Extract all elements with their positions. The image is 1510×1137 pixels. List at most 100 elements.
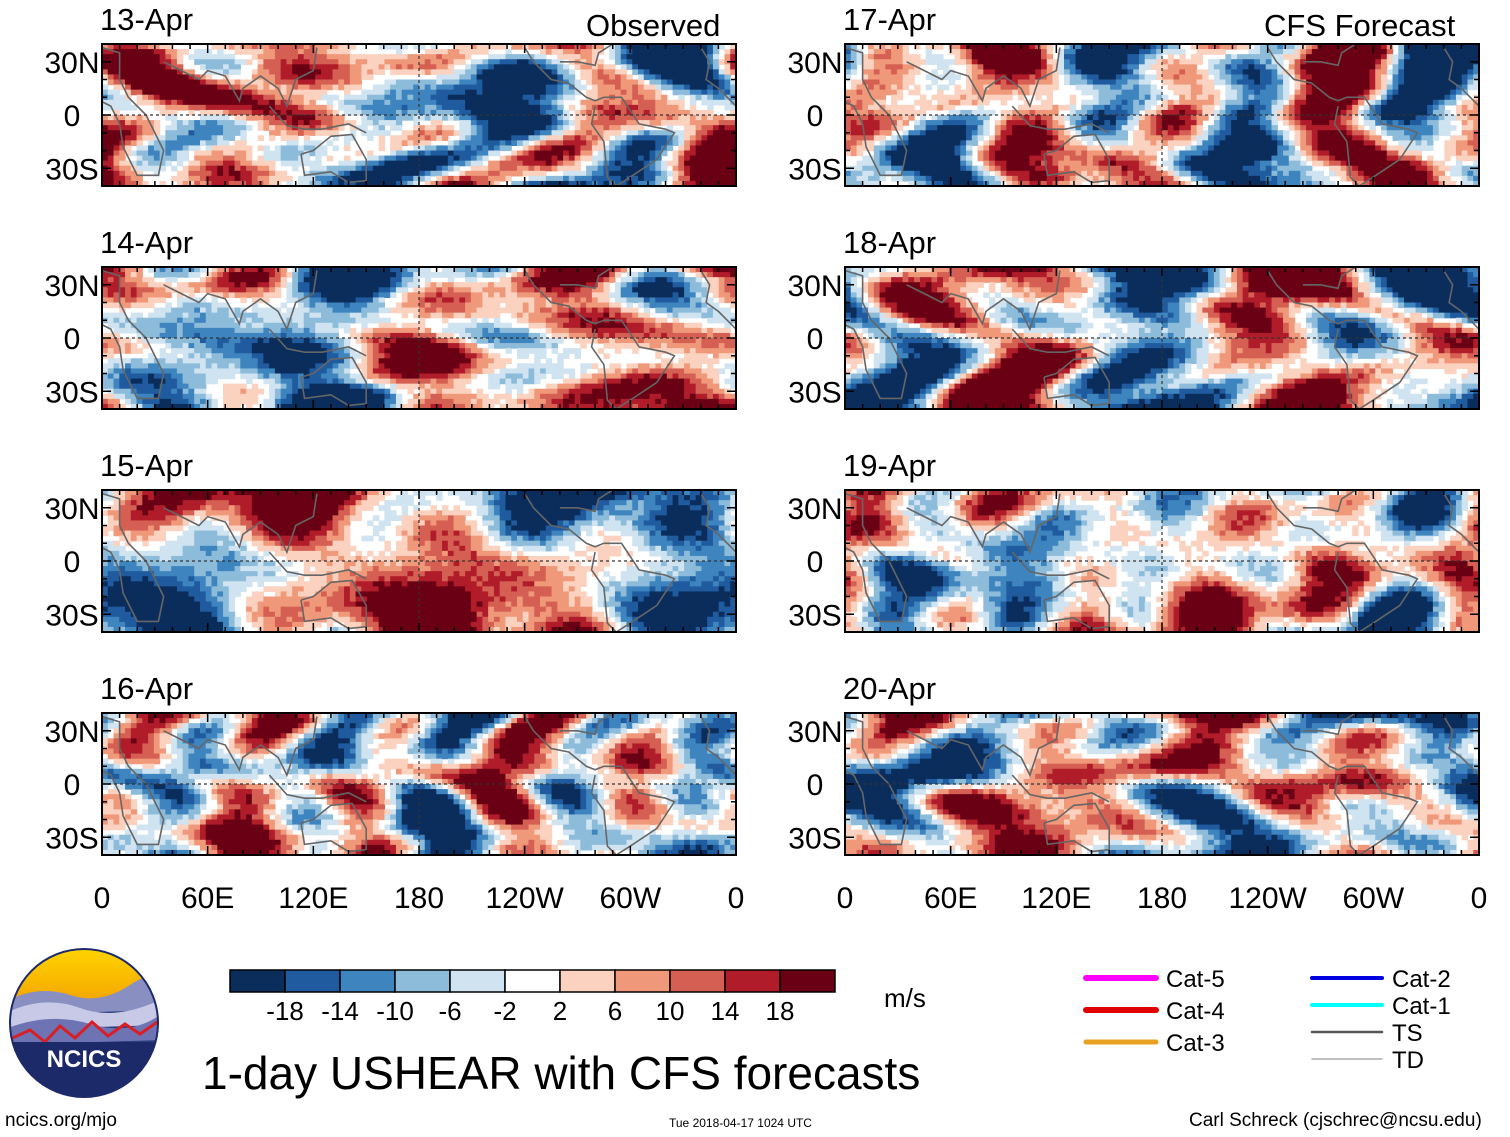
heatmap-panel-20-Apr: 30N 0 30S	[787, 712, 1480, 856]
panel-date-title: 20-Apr	[843, 673, 936, 704]
footer-author: Carl Schreck (cjschrec@ncsu.edu)	[1189, 1110, 1482, 1132]
colorbar-swatch	[559, 969, 616, 993]
x-tick-label: 120W	[1228, 882, 1307, 915]
coastlines	[102, 44, 736, 186]
panel-date-title: 13-Apr	[100, 4, 193, 35]
legend-label: Cat-4	[1166, 998, 1225, 1025]
y-tick-label: 0	[64, 769, 81, 802]
y-tick-label: 30N	[44, 493, 99, 526]
x-tick-label: 120E	[1021, 882, 1091, 915]
x-tick-label: 0	[728, 882, 745, 915]
heatmap-panel-17-Apr: 30N 0 30S	[787, 43, 1480, 187]
y-tick-label: 0	[64, 100, 81, 133]
y-tick-label: 30N	[44, 716, 99, 749]
panel-date-title: 18-Apr	[843, 227, 936, 258]
panels-layer: 30N030S30N030S30N030S30N030S30N030S30N03…	[44, 43, 1480, 856]
heatmap-panel-15-Apr: 30N 0 30S	[44, 489, 737, 633]
heatmap-panel-14-Apr: 30N 0 30S	[44, 266, 737, 410]
legend-label: Cat-3	[1166, 1030, 1225, 1057]
x-tick-label: 120W	[485, 882, 564, 915]
y-tick-label: 0	[64, 323, 81, 356]
colorbar-tick-label: 14	[711, 996, 740, 1026]
panel-date-title: 17-Apr	[843, 4, 936, 35]
coastlines	[102, 713, 736, 855]
x-axis: 0 60E 120E 180 120W 60W 0 0 60E 120E 180 120W 60W 0	[94, 882, 1488, 915]
colorbar: -18 -14 -10 -6 -2 2 6 10 14 18	[229, 969, 836, 1026]
y-tick-label: 30N	[787, 47, 842, 80]
coastlines	[845, 713, 1479, 855]
coastlines	[845, 44, 1479, 186]
y-tick-label: 30S	[45, 153, 98, 186]
column-title-forecast: CFS Forecast	[1264, 10, 1455, 41]
x-tick-label: 60W	[1342, 882, 1404, 915]
legend-label: Cat-5	[1166, 966, 1225, 993]
coastlines	[102, 267, 736, 409]
colorbar-tick-label: 2	[553, 996, 567, 1026]
x-tick-label: 180	[1137, 882, 1187, 915]
x-tick-label: 60E	[924, 882, 977, 915]
legend-label: Cat-2	[1392, 966, 1451, 993]
colorbar-units: m/s	[884, 983, 926, 1014]
x-tick-label: 60E	[181, 882, 234, 915]
ncics-logo: NCICS	[9, 948, 159, 1098]
y-tick-label: 30S	[788, 153, 841, 186]
y-tick-label: 30S	[788, 376, 841, 409]
panel-date-title: 14-Apr	[100, 227, 193, 258]
colorbar-swatch	[779, 969, 836, 993]
y-tick-label: 30N	[787, 270, 842, 303]
colorbar-tick-label: -14	[321, 996, 359, 1026]
x-tick-label: 0	[1471, 882, 1488, 915]
colorbar-tick-label: -18	[266, 996, 304, 1026]
legend-label: Cat-1	[1392, 993, 1451, 1020]
y-tick-label: 30S	[788, 599, 841, 632]
y-tick-label: 30S	[45, 376, 98, 409]
colorbar-swatch	[669, 969, 726, 993]
colorbar-tick-label: 10	[656, 996, 685, 1026]
colorbar-swatch	[614, 969, 671, 993]
colorbar-swatch	[504, 969, 561, 993]
colorbar-tick-label: 18	[766, 996, 795, 1026]
figure-title: 1-day USHEAR with CFS forecasts	[202, 1050, 920, 1096]
heatmap-panel-16-Apr: 30N 0 30S	[44, 712, 737, 856]
colorbar-tick-label: -6	[438, 996, 461, 1026]
y-tick-label: 0	[64, 546, 81, 579]
colorbar-tick-label: -10	[376, 996, 414, 1026]
y-tick-label: 30N	[44, 270, 99, 303]
colorbar-swatch	[339, 969, 396, 993]
y-tick-label: 0	[807, 546, 824, 579]
column-title-observed: Observed	[586, 10, 720, 41]
x-tick-label: 120E	[278, 882, 348, 915]
y-tick-label: 0	[807, 323, 824, 356]
y-tick-label: 0	[807, 769, 824, 802]
logo-text: NCICS	[47, 1046, 122, 1073]
colorbar-swatch	[284, 969, 341, 993]
x-tick-label: 60W	[599, 882, 661, 915]
colorbar-tick-label: 6	[608, 996, 622, 1026]
heatmap-panel-13-Apr: 30N 0 30S	[44, 43, 737, 187]
y-tick-label: 30S	[45, 599, 98, 632]
y-tick-label: 30N	[44, 47, 99, 80]
x-tick-label: 0	[94, 882, 111, 915]
panel-date-title: 16-Apr	[100, 673, 193, 704]
colorbar-swatch	[229, 969, 286, 993]
colorbar-tick-label: -2	[493, 996, 516, 1026]
heatmap-panel-19-Apr: 30N 0 30S	[787, 489, 1480, 633]
panel-date-title: 15-Apr	[100, 450, 193, 481]
y-tick-label: 30S	[45, 822, 98, 855]
legend-label: TD	[1392, 1047, 1424, 1074]
coastlines	[845, 490, 1479, 632]
colorbar-swatch	[394, 969, 451, 993]
colorbar-swatch	[724, 969, 781, 993]
y-tick-label: 0	[807, 100, 824, 133]
y-tick-label: 30N	[787, 716, 842, 749]
colorbar-swatch	[449, 969, 506, 993]
heatmap-panel-18-Apr: 30N 0 30S	[787, 266, 1480, 410]
y-tick-label: 30S	[788, 822, 841, 855]
coastlines	[845, 267, 1479, 409]
legend-label: TS	[1392, 1020, 1423, 1047]
panel-date-title: 19-Apr	[843, 450, 936, 481]
x-tick-label: 180	[394, 882, 444, 915]
footer-url: ncics.org/mjo	[5, 1110, 117, 1132]
